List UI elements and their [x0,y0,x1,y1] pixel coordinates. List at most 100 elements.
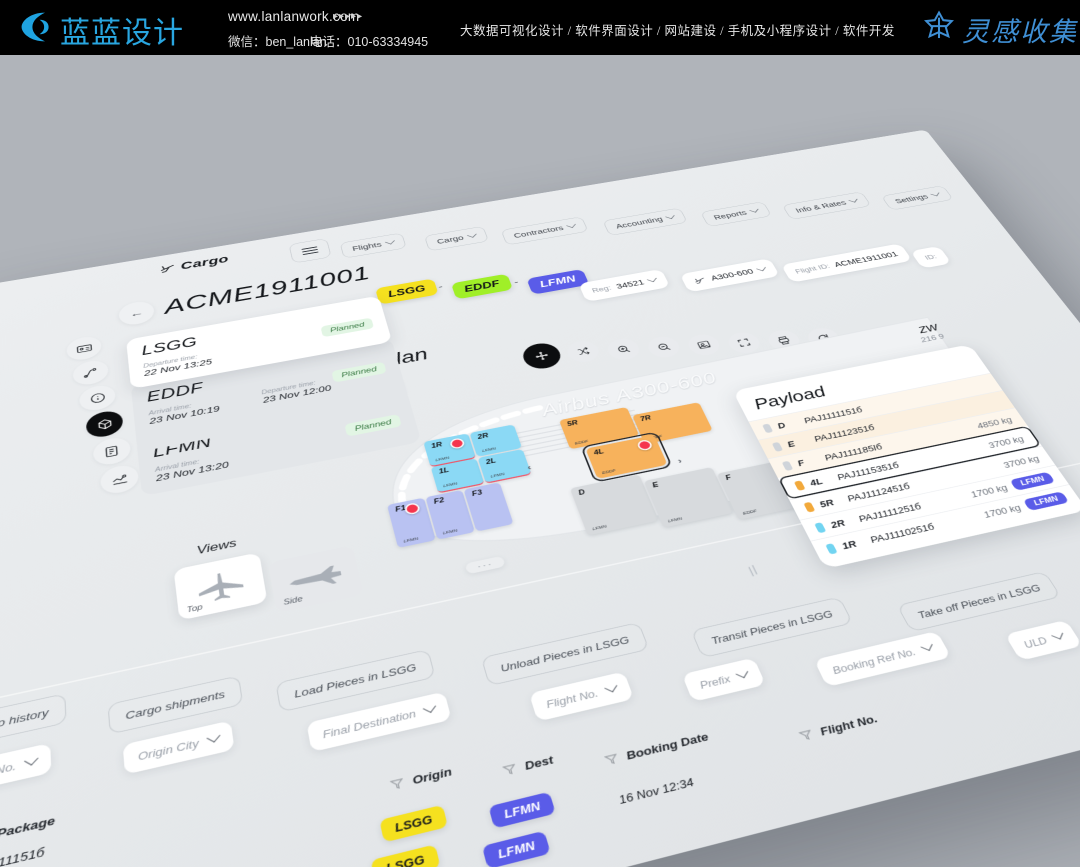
chevron-down-icon [848,196,858,203]
column-flight-no[interactable]: Flight No. [798,712,880,743]
row-booking-date: 16 Nov 12:34 [616,775,696,807]
route-chip-lfmn[interactable]: LFMN [526,268,590,295]
box-icon [95,417,113,432]
filter-uld[interactable]: ULD [1004,619,1080,661]
view-option-top[interactable]: Top [173,552,268,621]
payload-color-swatch [813,521,827,533]
filter-funnel-icon[interactable] [604,753,619,765]
app-brand: Cargo [159,253,230,276]
zoom-out-icon [655,341,672,352]
back-button[interactable]: ← [117,299,156,328]
nav-item-contractors[interactable]: Contractors [500,216,589,246]
route-chip-lsgg[interactable]: LSGG [375,278,439,305]
flight-id-field[interactable]: Flight ID: ACME1911001 [780,243,913,283]
cargo-position-dest: LFMN [481,446,497,454]
payload-weight: 3700 kg [985,433,1026,450]
route-chip-label: LFMN [538,273,578,290]
chevron-down-icon [206,731,221,743]
nav-label: Flights [351,240,383,253]
row-dest-chip: LFMN [488,791,556,829]
cargo-position-id: 2L [484,457,498,466]
alert-dot-icon[interactable] [448,437,466,450]
payload-position-code: F [795,457,807,468]
filter-label: Origin City [137,736,200,763]
banner-phone: 电话：010-63334945 [310,35,429,49]
views-title: Views [195,536,238,557]
chevron-down-icon [467,231,477,238]
route-chip-eddf[interactable]: EDDF [450,273,514,300]
payload-color-swatch [761,423,774,433]
aircraft-type-select[interactable]: A300-600 [679,258,780,293]
lanlan-logo-icon [21,12,49,42]
row-origin-chip: LSGG [370,844,441,867]
payload-position-code: E [785,438,797,449]
alert-dot-icon[interactable] [636,439,654,452]
cargo-position-id: 7R [639,414,653,423]
app-window: Cargo Flights Cargo Contractors Accounti… [0,129,1080,867]
banner-right-brand: 灵感收集 [962,17,1078,47]
row-origin-chip: LSGG [379,804,448,843]
move-tool-icon [533,350,550,362]
rail-box-button[interactable] [85,408,124,440]
zoom-in-button[interactable] [604,336,643,363]
nav-item-info-rates[interactable]: Info & Rates [781,191,872,220]
reg-select[interactable]: Reg: 34521 [578,268,671,302]
view-option-label: Side [282,594,304,608]
shuffle-icon [574,346,591,357]
airplane-side-view-icon [287,564,343,593]
cargo-position-id: F3 [470,488,484,498]
cargo-position-dest: EDDF [742,508,758,516]
column-label: Dest [523,753,555,773]
cargo-position-dest: LFMN [442,528,458,536]
rail-id-card-button[interactable] [66,334,103,363]
cargo-position-dest: LFMN [667,516,683,524]
rail-info-button[interactable] [78,383,117,413]
screenshot-icon [695,339,713,350]
airplane-top-view-icon [196,568,245,605]
payload-weight: 3700 kg [1000,453,1042,470]
app-brand-label: Cargo [179,252,230,272]
payload-color-swatch [771,441,783,452]
flight-id-value: ACME1911001 [832,250,900,269]
nav-item-flights[interactable]: Flights [339,232,407,259]
nav-item-settings[interactable]: Settings [880,185,954,211]
cargo-position-id: F2 [432,496,446,506]
chevron-down-icon [1051,629,1064,640]
zoom-out-button[interactable] [644,334,684,360]
app-perspective-wrapper: Cargo Flights Cargo Contractors Accounti… [0,55,1080,867]
rail-route-button[interactable] [72,358,110,388]
filter-funnel-icon[interactable] [502,764,517,776]
cargo-position-dest: EDDF [601,468,617,476]
reg-value: 34521 [614,278,646,291]
move-tool-button[interactable] [519,340,565,372]
nav-item-reports[interactable]: Reports [700,201,773,227]
handover-icon [110,471,129,487]
nav-label: Cargo [435,234,465,246]
rail-handover-button[interactable] [99,462,140,497]
alert-dot-icon[interactable] [403,502,421,516]
column-origin[interactable]: Origin [389,765,453,792]
column-booking-date[interactable]: Booking Date [604,730,710,767]
column-package[interactable]: Package [0,814,55,841]
column-dest[interactable]: Dest [502,753,555,777]
nav-label: Contractors [512,224,565,240]
cargo-position-id: 1R [430,440,444,450]
filter-label: ULD [1020,634,1050,651]
cargo-position-id: 2R [476,431,490,441]
filter-funnel-icon[interactable] [390,778,405,790]
document-icon [103,444,122,459]
payload-position-code: 2R [828,517,847,530]
rail-document-button[interactable] [92,435,132,468]
id-field[interactable]: ID: [910,245,952,269]
reg-label: Reg: [590,284,613,295]
cargo-position-id: 1L [437,466,451,476]
filter-funnel-icon[interactable] [798,730,814,742]
nav-item-cargo[interactable]: Cargo [424,226,490,252]
payload-position-code: 4L [807,476,825,488]
filter-awb-no[interactable]: AWB No. [0,742,52,797]
shuffle-button[interactable] [564,338,603,365]
nav-item-accounting[interactable]: Accounting [602,207,689,236]
banner-website: www.lanlanwork.com [228,9,360,24]
menu-hamburger-icon[interactable] [288,238,332,264]
payload-color-swatch [793,480,806,491]
